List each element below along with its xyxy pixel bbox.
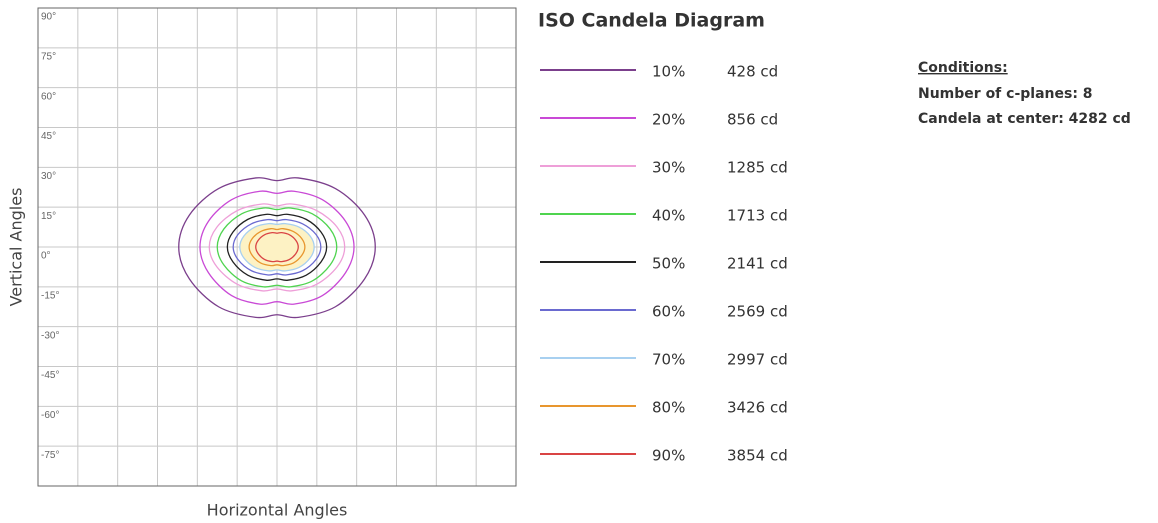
y-tick-label: -45° [41, 370, 59, 381]
y-axis-label: Vertical Angles [7, 188, 26, 307]
legend-value: 428 cd [727, 63, 778, 81]
contour-line [216, 207, 338, 288]
legend-label: 70% [652, 351, 685, 369]
contour-line [178, 177, 376, 319]
legend-value: 2569 cd [727, 303, 788, 321]
y-tick-label: 60° [41, 91, 56, 102]
legend-value: 2997 cd [727, 351, 788, 369]
condition-line: Candela at center: 4282 cd [918, 111, 1131, 127]
condition-line: Number of c-planes: 8 [918, 86, 1093, 102]
y-tick-label: 15° [41, 211, 56, 222]
legend-label: 30% [652, 159, 685, 177]
legend-label: 10% [652, 63, 685, 81]
y-tick-label: 30° [41, 171, 56, 182]
y-tick-label: 45° [41, 131, 56, 142]
contour-line [232, 218, 322, 276]
contour-line [255, 231, 299, 263]
contour-line [226, 213, 328, 281]
contour-line [199, 190, 355, 305]
y-tick-label: -15° [41, 290, 59, 301]
legend-label: 80% [652, 399, 685, 417]
legend-value: 1713 cd [727, 207, 788, 225]
legend-value: 2141 cd [727, 255, 788, 273]
plot-frame [37, 7, 517, 487]
contour-line [208, 203, 346, 292]
legend-label: 50% [652, 255, 685, 273]
contour-line [239, 222, 315, 272]
legend-label: 60% [652, 303, 685, 321]
contour-line [248, 227, 306, 267]
legend-value: 3854 cd [727, 447, 788, 465]
legend-value: 1285 cd [727, 159, 788, 177]
legend-label: 40% [652, 207, 685, 225]
y-tick-label: 90° [41, 12, 56, 23]
y-tick-label: 0° [41, 251, 51, 262]
legend-value: 3426 cd [727, 399, 788, 417]
legend-label: 20% [652, 111, 685, 129]
y-tick-label: -75° [41, 450, 59, 461]
legend-label: 90% [652, 447, 685, 465]
y-tick-label: -30° [41, 330, 59, 341]
chart-title: ISO Candela Diagram [538, 10, 765, 32]
conditions-title: Conditions: [918, 60, 1008, 76]
x-axis-label: Horizontal Angles [207, 501, 348, 520]
y-tick-label: 75° [41, 51, 56, 62]
y-tick-label: -60° [41, 410, 59, 421]
legend-value: 856 cd [727, 111, 778, 129]
